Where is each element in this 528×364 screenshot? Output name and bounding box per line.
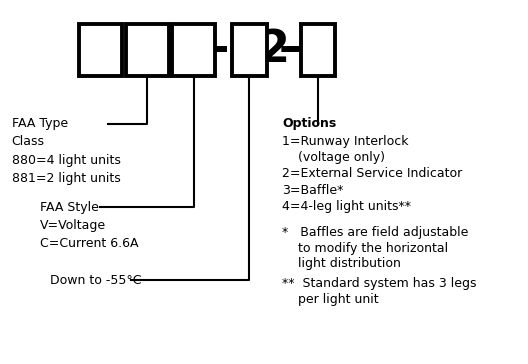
- Text: FAA Style: FAA Style: [40, 201, 99, 214]
- Text: Down to -55°C: Down to -55°C: [50, 274, 142, 287]
- Text: FAA Type: FAA Type: [12, 117, 68, 130]
- Text: 1=Runway Interlock: 1=Runway Interlock: [282, 135, 409, 149]
- Bar: [232, 24, 267, 76]
- Text: 2=External Service Indicator: 2=External Service Indicator: [282, 167, 463, 180]
- Text: 2: 2: [259, 28, 289, 71]
- Bar: [126, 24, 169, 76]
- Text: *   Baffles are field adjustable: * Baffles are field adjustable: [282, 226, 469, 240]
- Text: -: -: [211, 28, 229, 71]
- Text: to modify the horizontal: to modify the horizontal: [282, 242, 449, 255]
- Text: V=Voltage: V=Voltage: [40, 219, 106, 232]
- Text: 4=4-leg light units**: 4=4-leg light units**: [282, 200, 411, 213]
- Text: (voltage only): (voltage only): [298, 151, 385, 164]
- Text: -: -: [286, 28, 304, 71]
- Text: Class: Class: [12, 135, 44, 149]
- Text: per light unit: per light unit: [282, 293, 379, 306]
- Text: -: -: [279, 28, 297, 71]
- Text: 3=Baffle*: 3=Baffle*: [282, 183, 344, 197]
- Text: **  Standard system has 3 legs: ** Standard system has 3 legs: [282, 277, 477, 290]
- Text: 881=2 light units: 881=2 light units: [12, 172, 120, 185]
- Bar: [172, 24, 215, 76]
- Bar: [79, 24, 122, 76]
- Text: C=Current 6.6A: C=Current 6.6A: [40, 237, 138, 250]
- Text: Options: Options: [282, 117, 337, 130]
- Text: 880=4 light units: 880=4 light units: [12, 154, 120, 167]
- Bar: [301, 24, 335, 76]
- Text: light distribution: light distribution: [282, 257, 401, 270]
